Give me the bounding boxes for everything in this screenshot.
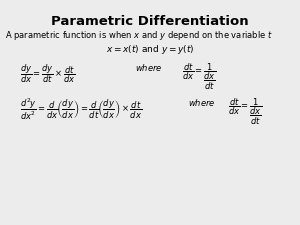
Text: Parametric Differentiation: Parametric Differentiation xyxy=(51,15,249,28)
Text: $\mathit{where}$: $\mathit{where}$ xyxy=(135,62,163,73)
Text: $\dfrac{dt}{dx} = \dfrac{1}{\dfrac{dx}{dt}}$: $\dfrac{dt}{dx} = \dfrac{1}{\dfrac{dx}{d… xyxy=(228,97,263,127)
Text: A parametric function is when $x$ and $y$ depend on the variable $t$: A parametric function is when $x$ and $y… xyxy=(5,29,273,42)
Text: $\mathit{where}$: $\mathit{where}$ xyxy=(188,97,215,108)
Text: $\dfrac{dt}{dx} = \dfrac{1}{\dfrac{dx}{dt}}$: $\dfrac{dt}{dx} = \dfrac{1}{\dfrac{dx}{d… xyxy=(182,62,217,92)
Text: $x = x(t)$ and $y = y(t)$: $x = x(t)$ and $y = y(t)$ xyxy=(106,43,194,56)
Text: $\dfrac{d^2y}{dx^2} = \dfrac{d}{dx}\!\left(\dfrac{dy}{dx}\right) = \dfrac{d}{dt}: $\dfrac{d^2y}{dx^2} = \dfrac{d}{dx}\!\le… xyxy=(20,97,142,122)
Text: $\dfrac{dy}{dx} = \dfrac{dy}{dt} \times \dfrac{dt}{dx}$: $\dfrac{dy}{dx} = \dfrac{dy}{dt} \times … xyxy=(20,62,76,85)
